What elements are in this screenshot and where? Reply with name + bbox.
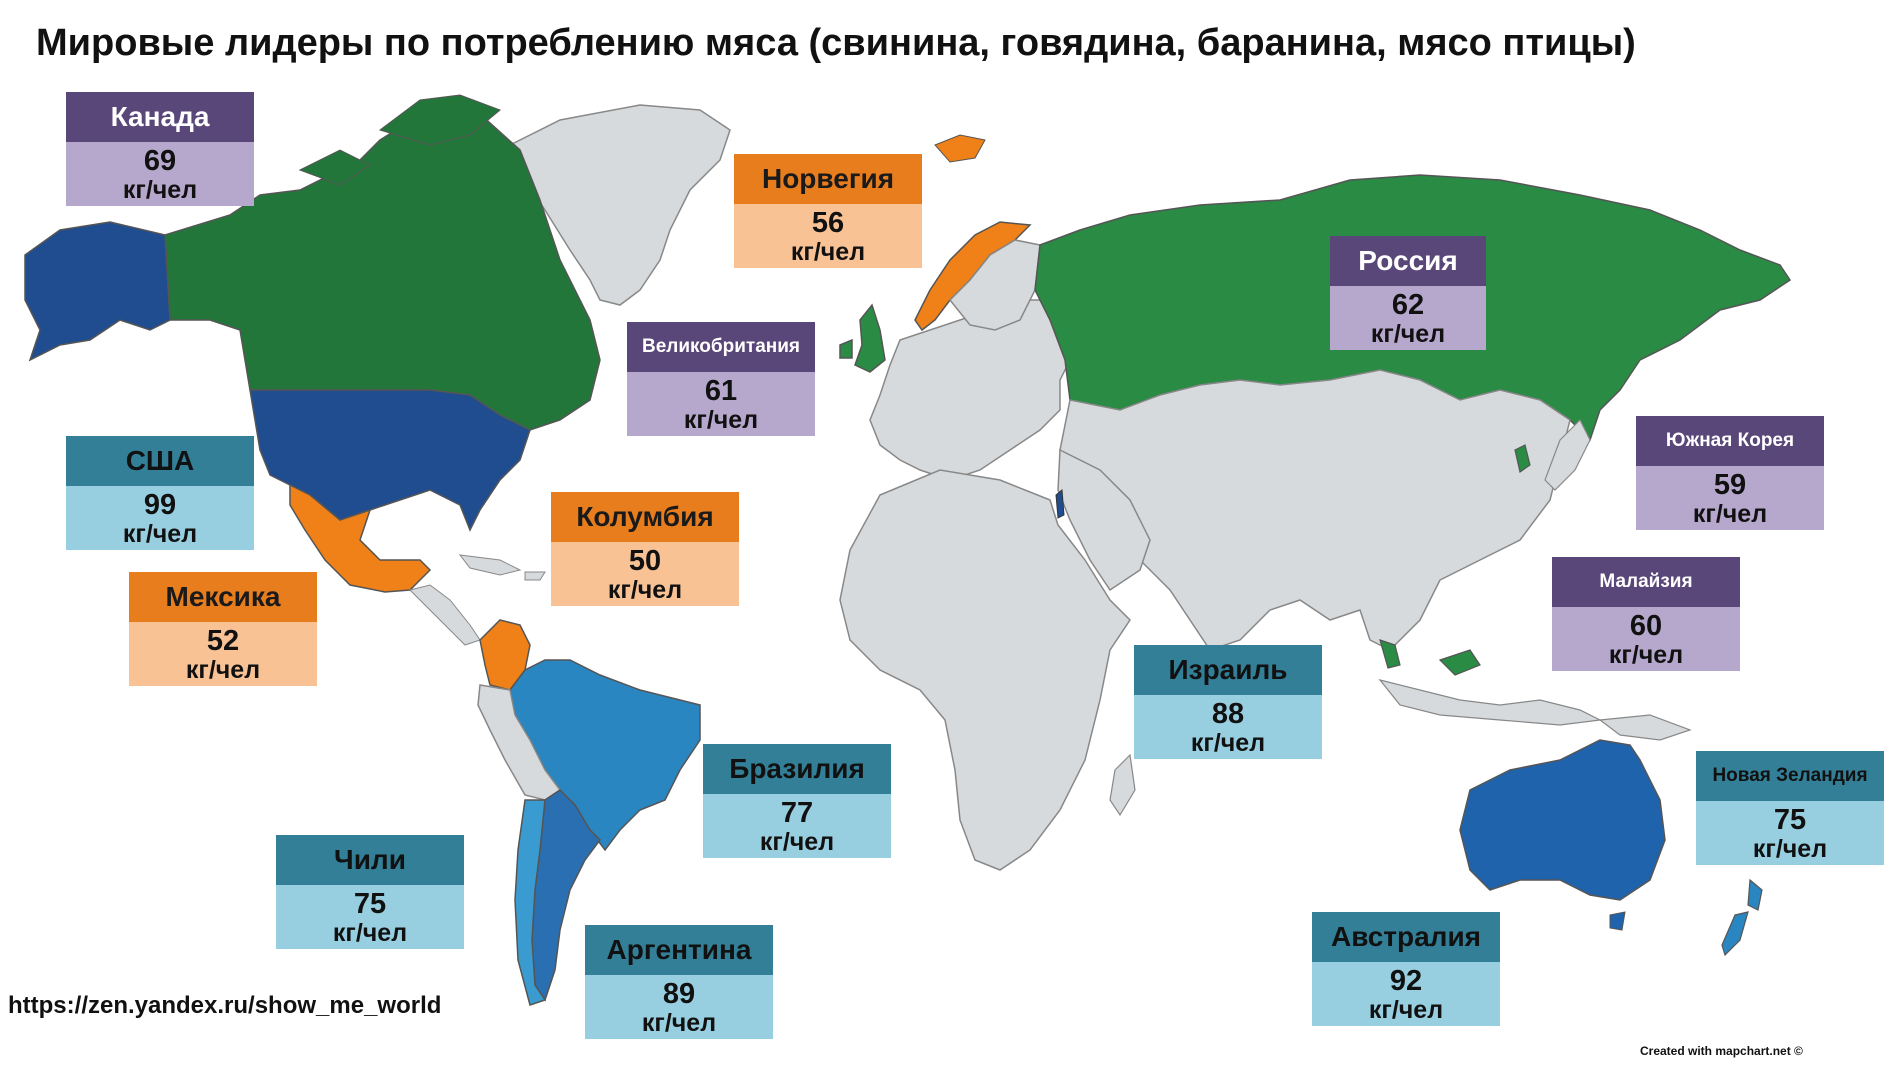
- country-value: 61: [704, 375, 738, 407]
- country-unit: кг/чел: [641, 1009, 717, 1037]
- country-name: Австралия: [1312, 912, 1500, 962]
- caribbean: [458, 554, 546, 581]
- country-unit: кг/чел: [683, 406, 759, 434]
- alaska: [24, 221, 171, 362]
- source-link[interactable]: https://zen.yandex.ru/show_me_world: [8, 992, 442, 1019]
- country-unit: кг/чел: [1368, 996, 1444, 1024]
- country-value: 89: [662, 978, 696, 1010]
- europe: [869, 299, 1081, 481]
- country-name: Израиль: [1134, 645, 1322, 695]
- mapchart-credit: Created with mapchart.net ©: [1640, 1044, 1803, 1058]
- callout-brazil: Бразилия 77 кг/чел: [703, 744, 891, 858]
- country-value: 59: [1713, 469, 1747, 501]
- country-value: 75: [1773, 804, 1807, 836]
- new-zealand: [1721, 878, 1763, 957]
- country-name: Южная Корея: [1636, 416, 1824, 466]
- country-unit: кг/чел: [332, 919, 408, 947]
- malaysia: [1379, 639, 1481, 676]
- new-guinea: [1598, 714, 1692, 741]
- japan: [1544, 418, 1591, 491]
- country-value: 62: [1391, 289, 1425, 321]
- country-name: Великобритания: [627, 322, 815, 372]
- country-name: Бразилия: [703, 744, 891, 794]
- greenland: [509, 104, 731, 306]
- country-value: 99: [143, 489, 177, 521]
- australia: [1459, 739, 1666, 901]
- country-value: 75: [353, 888, 387, 920]
- country-unit: кг/чел: [1752, 835, 1828, 863]
- country-name: Новая Зеландия: [1696, 751, 1884, 801]
- country-value: 77: [780, 797, 814, 829]
- callout-chile: Чили 75 кг/чел: [276, 835, 464, 949]
- callout-uk: Великобритания 61 кг/чел: [627, 322, 815, 436]
- country-unit: кг/чел: [122, 520, 198, 548]
- callout-israel: Израиль 88 кг/чел: [1134, 645, 1322, 759]
- map-title: Мировые лидеры по потреблению мяса (свин…: [36, 22, 1636, 64]
- chile: [514, 799, 547, 1006]
- callout-new-zealand: Новая Зеландия 75 кг/чел: [1696, 751, 1884, 865]
- country-unit: кг/чел: [1370, 320, 1446, 348]
- callout-australia: Австралия 92 кг/чел: [1312, 912, 1500, 1026]
- country-value: 88: [1211, 698, 1245, 730]
- madagascar: [1109, 753, 1136, 817]
- country-name: Малайзия: [1552, 557, 1740, 607]
- usa: [249, 389, 531, 532]
- indonesia: [1378, 678, 1603, 726]
- callout-south-korea: Южная Корея 59 кг/чел: [1636, 416, 1824, 530]
- callout-mexico: Мексика 52 кг/чел: [129, 572, 317, 686]
- callout-norway: Норвегия 56 кг/чел: [734, 154, 922, 268]
- country-name: Аргентина: [585, 925, 773, 975]
- country-unit: кг/чел: [1692, 500, 1768, 528]
- africa: [839, 469, 1131, 871]
- country-unit: кг/чел: [1608, 641, 1684, 669]
- country-value: 60: [1629, 610, 1663, 642]
- united-kingdom: [839, 303, 886, 373]
- country-unit: кг/чел: [759, 828, 835, 856]
- country-unit: кг/чел: [790, 238, 866, 266]
- country-value: 92: [1389, 965, 1423, 997]
- country-name: Россия: [1330, 236, 1486, 286]
- country-value: 52: [206, 625, 240, 657]
- callout-colombia: Колумбия 50 кг/чел: [551, 492, 739, 606]
- middle-east: [1057, 448, 1151, 592]
- mexico: [289, 483, 432, 593]
- country-value: 69: [143, 145, 177, 177]
- country-name: Мексика: [129, 572, 317, 622]
- country-unit: кг/чел: [185, 656, 261, 684]
- callout-malaysia: Малайзия 60 кг/чел: [1552, 557, 1740, 671]
- country-unit: кг/чел: [607, 576, 683, 604]
- callout-usa: США 99 кг/чел: [66, 436, 254, 550]
- country-name: Канада: [66, 92, 254, 142]
- central-america: [409, 584, 481, 646]
- country-unit: кг/чел: [1190, 729, 1266, 757]
- canada-islands: [298, 94, 501, 186]
- country-name: США: [66, 436, 254, 486]
- south-korea: [1514, 444, 1531, 474]
- tasmania: [1609, 911, 1626, 931]
- callout-canada: Канада 69 кг/чел: [66, 92, 254, 206]
- country-name: Норвегия: [734, 154, 922, 204]
- svalbard: [934, 134, 986, 163]
- country-name: Колумбия: [551, 492, 739, 542]
- callout-argentina: Аргентина 89 кг/чел: [585, 925, 773, 1039]
- country-unit: кг/чел: [122, 176, 198, 204]
- asia: [1059, 369, 1571, 651]
- country-value: 56: [811, 207, 845, 239]
- israel: [1055, 488, 1065, 519]
- country-value: 50: [628, 545, 662, 577]
- callout-russia: Россия 62 кг/чел: [1330, 236, 1486, 350]
- country-name: Чили: [276, 835, 464, 885]
